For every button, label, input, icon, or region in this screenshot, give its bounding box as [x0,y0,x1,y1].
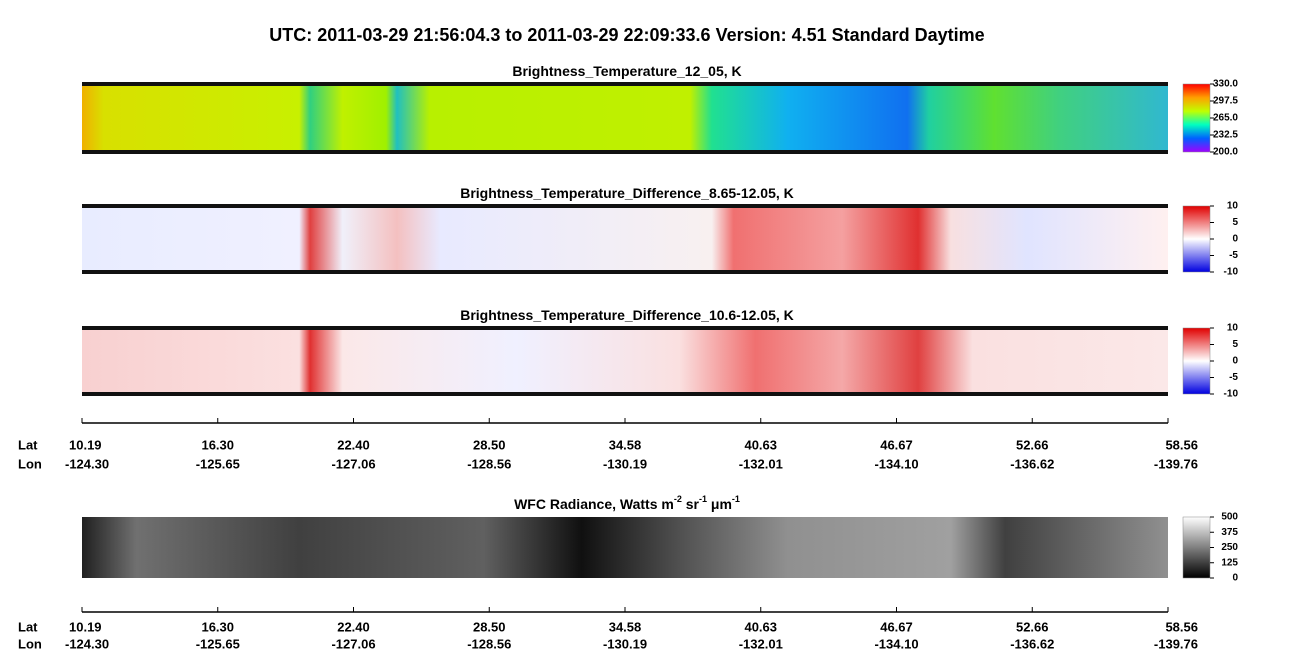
figure-title: UTC: 2011-03-29 21:56:04.3 to 2011-03-29… [269,25,984,45]
colorbar-tick-label: 330.0 [1213,79,1238,90]
title-part: -2 [674,494,682,504]
lon-label: -132.01 [739,456,783,471]
axis-label: Lat [18,619,38,634]
colorbar-tick-label: 200.0 [1213,147,1238,158]
panel-title: Brightness_Temperature_Difference_10.6-1… [460,307,794,323]
lat-label: 22.40 [337,437,370,452]
lat-label: 22.40 [337,619,370,634]
colorbar-tick-label: 0 [1232,356,1238,367]
lat-label: 16.30 [201,437,234,452]
title-part: sr [682,496,700,512]
title-part: Brightness_Temperature_12_05, K [512,63,741,79]
scan-edge [82,326,1168,330]
lon-label: -125.65 [196,636,240,651]
colorbar-tick-label: -5 [1229,372,1238,383]
scan-edge [82,150,1168,154]
image [82,328,1168,394]
colorbar-tick-label: 265.0 [1213,113,1238,124]
lon-label: -130.19 [603,636,647,651]
colorbar-tick-label: 10 [1227,201,1239,212]
lon-label: -124.30 [65,456,109,471]
lat-label: 40.63 [744,619,777,634]
panel-title: WFC Radiance, Watts m-2 sr-1 μm-1 [514,494,740,511]
colorbar [1182,516,1211,579]
colorbar-tick-label: -10 [1224,389,1239,400]
title-part: -1 [732,494,740,504]
image [82,84,1168,152]
lat-label: 58.56 [1165,437,1198,452]
colorbar-tick-label: 375 [1221,527,1238,538]
colorbar [1182,327,1211,395]
panel-title: Brightness_Temperature_Difference_8.65-1… [460,185,794,201]
title-part: Brightness_Temperature_Difference_10.6-1… [460,307,794,323]
lon-label: -127.06 [331,456,375,471]
lon-label: -128.56 [467,636,511,651]
colorbar-tick-label: -5 [1229,250,1238,261]
panel-title: Brightness_Temperature_12_05, K [512,63,741,79]
lon-label: -139.76 [1154,636,1198,651]
colorbar-tick-label: 5 [1232,217,1238,228]
lat-label: 28.50 [473,437,506,452]
lat-label: 46.67 [880,437,913,452]
colorbar-tick-label: 232.5 [1213,130,1238,141]
lon-label: -127.06 [331,636,375,651]
scan-edge [82,204,1168,208]
scan-edge [82,82,1168,86]
lon-label: -128.56 [467,456,511,471]
colorbar [1182,205,1211,273]
lon-label: -134.10 [874,456,918,471]
title-part: WFC Radiance, Watts m [514,496,674,512]
scan-edge [82,270,1168,274]
lon-label: -136.62 [1010,456,1054,471]
lat-label: 58.56 [1165,619,1198,634]
lon-label: -132.01 [739,636,783,651]
lat-label: 10.19 [69,437,102,452]
colorbar-tick-label: 250 [1221,542,1238,553]
colorbar-tick-label: -10 [1224,267,1239,278]
image [82,517,1168,578]
colorbar-tick-label: 10 [1227,323,1239,334]
lon-label: -134.10 [874,636,918,651]
title-part: Brightness_Temperature_Difference_8.65-1… [460,185,794,201]
colorbar-tick-label: 500 [1221,512,1238,523]
colorbar-tick-label: 0 [1232,234,1238,245]
colorbar-tick-label: 5 [1232,339,1238,350]
colorbar-tick-label: 125 [1221,557,1238,568]
colorbar [1182,83,1211,153]
title-part: -1 [699,494,707,504]
lat-label: 10.19 [69,619,102,634]
lon-label: -130.19 [603,456,647,471]
lon-label: -124.30 [65,636,109,651]
lat-label: 52.66 [1016,619,1049,634]
colorbar-tick-label: 0 [1232,573,1238,584]
axis-label: Lat [18,437,38,452]
lat-label: 40.63 [744,437,777,452]
lat-label: 52.66 [1016,437,1049,452]
scan-edge [82,392,1168,396]
lat-label: 34.58 [609,437,642,452]
title-part: μm [707,496,732,512]
colorbar-tick-label: 297.5 [1213,96,1238,107]
lon-label: -136.62 [1010,636,1054,651]
lat-label: 28.50 [473,619,506,634]
lat-label: 34.58 [609,619,642,634]
lat-label: 16.30 [201,619,234,634]
lon-label: -125.65 [196,456,240,471]
axis-label: Lon [18,636,42,651]
lat-label: 46.67 [880,619,913,634]
lon-label: -139.76 [1154,456,1198,471]
image [82,206,1168,272]
axis-label: Lon [18,456,42,471]
